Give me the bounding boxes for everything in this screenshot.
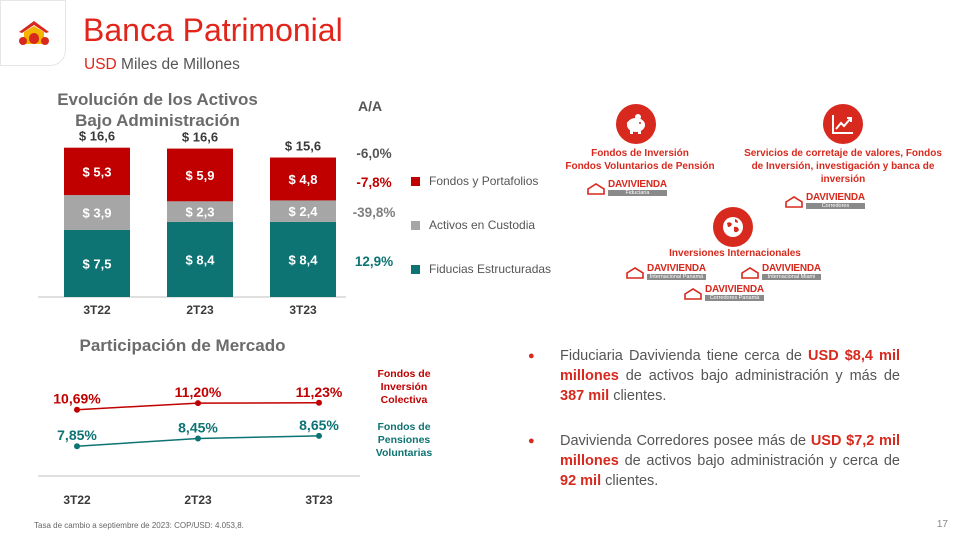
bar-segment-fiducias: [270, 221, 336, 297]
bar-total-label: $ 15,6: [285, 139, 321, 154]
page-title: Banca Patrimonial: [83, 12, 343, 48]
data-point: [74, 406, 80, 413]
brand-house-icon: [587, 182, 605, 195]
data-point: [195, 435, 201, 442]
yoy-value: -7,8%: [356, 175, 391, 190]
davivienda-house-logo-icon: [19, 21, 49, 45]
data-point-label: 8,65%: [299, 417, 339, 433]
bar-value-label: $ 8,4: [186, 252, 216, 267]
inversiones-entity-text: Inversiones Internacionales: [669, 248, 801, 259]
data-point: [316, 432, 322, 439]
legend-item-fiducias: Fiducias Estructuradas: [411, 262, 551, 276]
bar-total-label: $ 16,6: [79, 129, 115, 144]
footnote: Tasa de cambio a septiembre de 2023: COP…: [34, 521, 244, 530]
brand-davivienda-panama: DAVIVIENDA Internacional Panamá: [626, 264, 706, 280]
brand-davivienda-corredores: DAVIVIENDA Corredores: [785, 193, 865, 209]
bar-segment-custodia: [270, 200, 336, 222]
aum-chart-title: Evolución de los Activos Bajo Administra…: [57, 90, 258, 130]
bar-value-label: $ 3,9: [83, 206, 112, 221]
bar-value-label: $ 2,3: [186, 205, 215, 220]
bullet-dot-icon: ●: [528, 350, 535, 362]
legend-label: Fiducias Estructuradas: [429, 262, 552, 276]
bar-segment-fiducias: [167, 221, 233, 297]
yoy-value: 12,9%: [355, 254, 393, 269]
subtitle-units: Miles de Millones: [121, 56, 240, 73]
page-subtitle: USD Miles de Millones: [84, 56, 240, 74]
fpv-series-label: Fondos de Pensiones Voluntarias: [375, 421, 433, 459]
brand-house-icon: [785, 195, 803, 208]
brand-house-icon: [741, 266, 759, 279]
x-tick-label: 3T23: [289, 303, 317, 317]
page-number: 17: [936, 519, 948, 530]
trend-chart-icon: [823, 104, 863, 144]
bullet-fiduciaria: ● Fiduciaria Davivienda tiene cerca de U…: [528, 348, 901, 404]
logo-tab: [0, 0, 66, 66]
brand-davivienda-corredores-panama: DAVIVIENDA Corredores Panamá: [684, 285, 764, 301]
data-point: [316, 399, 322, 406]
bullet-corredores: ● Davivienda Corredores posee más de USD…: [528, 433, 901, 489]
servicios-entity-text: Servicios de corretaje de valores, Fondo…: [744, 148, 942, 185]
brand-davivienda-fiduciaria: DAVIVIENDA Fiduciaria: [587, 180, 667, 196]
data-point: [195, 400, 201, 407]
x-tick-label: 3T22: [83, 303, 111, 317]
legend-swatch-gray: [411, 220, 420, 230]
bar-value-label: $ 4,8: [289, 172, 318, 187]
bar-value-label: $ 8,4: [289, 252, 319, 267]
bar-segment-fondos: [167, 148, 233, 202]
bar-segment-custodia: [167, 201, 233, 222]
data-point: [74, 443, 80, 450]
bar-segment-fondos: [270, 157, 336, 201]
bar-value-label: $ 5,9: [186, 168, 215, 183]
bar-total-label: $ 16,6: [182, 130, 218, 145]
bullet-dot-icon: ●: [528, 435, 535, 447]
legend-item-fondos: Fondos y Portafolios: [411, 174, 538, 188]
market-share-title: Participación de Mercado: [79, 336, 286, 355]
yoy-header: A/A: [358, 98, 383, 114]
brand-davivienda-miami: DAVIVIENDA Internacional Miami: [741, 264, 821, 280]
brand-house-icon: [626, 266, 644, 279]
bar-value-label: $ 7,5: [83, 256, 112, 271]
legend-label: Activos en Custodia: [429, 218, 536, 232]
data-point-label: 11,20%: [175, 384, 222, 400]
brand-house-icon: [684, 287, 702, 300]
legend-label: Fondos y Portafolios: [429, 174, 539, 188]
x-tick-label: 2T23: [184, 493, 212, 507]
x-tick-label: 3T22: [63, 493, 91, 507]
x-tick-label: 3T23: [305, 493, 333, 507]
x-tick-label: 2T23: [186, 303, 214, 317]
subtitle-currency: USD: [84, 56, 117, 73]
bar-value-label: $ 5,3: [83, 164, 112, 179]
bar-segment-fiducias: [64, 229, 130, 297]
legend-swatch-red: [411, 176, 420, 186]
globe-icon: [713, 207, 753, 247]
fic-series-label: Fondos de Inversión Colectiva: [377, 368, 431, 406]
data-point-label: 8,45%: [178, 420, 218, 436]
bar-segment-custodia: [64, 195, 130, 230]
legend-swatch-teal: [411, 264, 420, 274]
data-point-label: 10,69%: [53, 391, 101, 407]
data-point-label: 7,85%: [57, 427, 97, 443]
legend-item-custodia: Activos en Custodia: [411, 218, 535, 232]
yoy-value: -39,8%: [353, 205, 396, 220]
piggy-bank-icon: [616, 104, 656, 144]
bar-value-label: $ 2,4: [289, 204, 319, 219]
fondos-entity-text: Fondos de Inversión Fondos Voluntarios d…: [565, 148, 715, 172]
bar-segment-fondos: [64, 147, 130, 196]
data-point-label: 11,23%: [296, 384, 343, 400]
yoy-value: -6,0%: [356, 146, 391, 161]
